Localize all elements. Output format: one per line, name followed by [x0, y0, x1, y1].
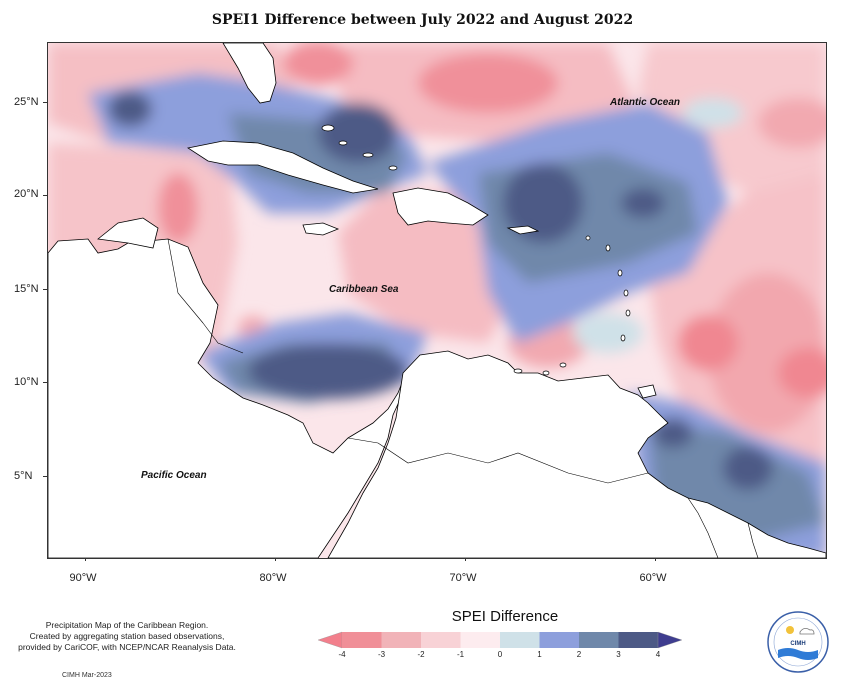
lon-tick — [465, 557, 466, 561]
legend-title: SPEI Difference — [451, 608, 559, 625]
lon-label-70w: 70°W — [449, 572, 477, 584]
lat-tick — [43, 476, 47, 477]
legend-tick-label: -4 — [338, 650, 346, 659]
note-line: Precipitation Map of the Caribbean Regio… — [45, 620, 209, 630]
legend-tick-label: -2 — [417, 650, 425, 659]
lat-tick — [43, 382, 47, 383]
spei-map — [48, 43, 826, 558]
land — [48, 43, 826, 558]
lon-label-90w: 90°W — [69, 572, 97, 584]
lat-tick — [43, 102, 47, 103]
legend-tick-label: 4 — [655, 650, 661, 659]
legend-tick-label: -1 — [456, 650, 465, 659]
note-line: Created by aggregating station based obs… — [29, 631, 225, 641]
lat-label-5n: 5°N — [14, 470, 33, 482]
legend-swatch — [500, 632, 540, 648]
legend-swatch — [342, 632, 382, 648]
lon-tick — [655, 557, 656, 561]
caribbean-sea-label: Caribbean Sea — [329, 284, 399, 295]
note-line: provided by CariCOF, with NCEP/NCAR Rean… — [18, 642, 236, 652]
legend-tick-label: 3 — [616, 650, 621, 659]
cimh-logo: CIMH — [767, 611, 829, 673]
footer-note: Precipitation Map of the Caribbean Regio… — [12, 620, 242, 653]
map-title: SPEI1 Difference between July 2022 and A… — [211, 12, 634, 28]
legend-swatch — [421, 632, 461, 648]
legend-swatch — [579, 632, 619, 648]
legend-swatch — [539, 632, 579, 648]
legend-colorbar — [318, 631, 683, 649]
lat-label-15n: 15°N — [14, 283, 39, 295]
pacific-ocean-label: Pacific Ocean — [141, 470, 207, 481]
lon-tick — [275, 557, 276, 561]
legend-swatch — [381, 632, 421, 648]
legend-tick-label: 0 — [497, 650, 503, 659]
lat-label-10n: 10°N — [14, 376, 39, 388]
legend-under-arrow — [318, 631, 343, 649]
lon-tick — [85, 557, 86, 561]
map-panel — [47, 42, 827, 559]
logo-text: CIMH — [790, 641, 805, 647]
islands — [321, 124, 631, 376]
legend-swatch — [460, 632, 500, 648]
borders — [167, 238, 759, 558]
credit-text: CIMH Mar-2023 — [62, 672, 112, 679]
lat-tick — [43, 289, 47, 290]
atlantic-ocean-label: Atlantic Ocean — [610, 97, 681, 108]
lon-label-80w: 80°W — [259, 572, 287, 584]
lat-label-25n: 25°N — [14, 96, 39, 108]
legend-swatch — [618, 632, 658, 648]
lon-label-60w: 60°W — [639, 572, 667, 584]
lat-tick — [43, 195, 47, 196]
legend-over-arrow — [657, 631, 683, 649]
legend-tick-label: 2 — [576, 650, 582, 659]
legend-tick-label: 1 — [537, 650, 542, 659]
lat-label-20n: 20°N — [14, 188, 39, 200]
legend-tick-label: -3 — [377, 650, 386, 659]
